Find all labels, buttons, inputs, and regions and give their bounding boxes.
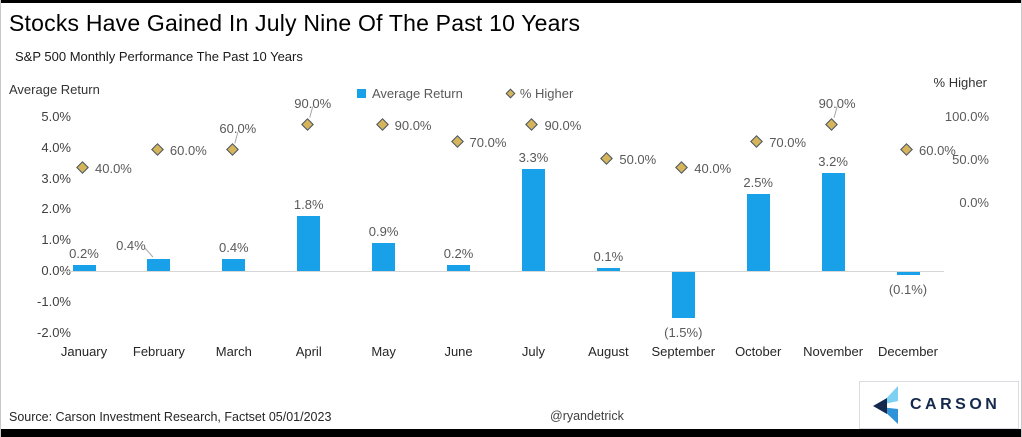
right-axis-title: % Higher: [933, 75, 987, 90]
chart-subtitle: S&P 500 Monthly Performance The Past 10 …: [15, 49, 303, 64]
x-axis-month-label: November: [803, 344, 864, 359]
diamond-august: [600, 152, 614, 165]
diamond-june: [450, 134, 464, 148]
x-axis-month-label: September: [651, 344, 716, 359]
bar-october: [746, 194, 770, 271]
bar-value-label: (1.5%): [664, 325, 703, 341]
page-title: Stocks Have Gained In July Nine Of The P…: [9, 10, 581, 36]
right-axis-tick: 0.0%: [959, 195, 989, 210]
legend-item: % Higher: [505, 86, 574, 101]
diamond-march: [225, 143, 239, 157]
twitter-handle: @ryandetrick: [550, 409, 624, 423]
bar-january: [72, 264, 96, 271]
bar-value-label: 0.4%: [218, 239, 249, 255]
bar-april: [297, 215, 321, 271]
legend-label: % Higher: [519, 86, 574, 101]
pct-higher-label: 40.0%: [694, 160, 732, 176]
x-axis-line: [63, 271, 944, 272]
left-axis-tick: -2.0%: [37, 324, 71, 340]
left-axis-tick: 2.0%: [41, 201, 71, 217]
x-axis-month-label: April: [295, 344, 322, 359]
right-axis-tick: 50.0%: [952, 152, 989, 167]
bar-september: [671, 272, 695, 319]
bar-value-label: (0.1%): [888, 282, 928, 298]
left-axis-tick: 4.0%: [41, 139, 71, 155]
bar-value-label: 3.3%: [518, 150, 549, 166]
bar-june: [447, 264, 471, 271]
pct-higher-label: 90.0%: [818, 95, 856, 111]
bottom-black-bar: [1, 429, 1021, 437]
legend-square-icon: [357, 89, 366, 98]
diamond-april: [300, 117, 314, 131]
pct-higher-label: 70.0%: [469, 134, 507, 150]
chart-legend: Average Return % Higher: [357, 86, 573, 101]
legend-diamond-icon: [505, 88, 516, 99]
bar-march: [222, 258, 246, 271]
carson-logo-text: CARSON: [910, 396, 1001, 413]
left-axis-tick: 3.0%: [41, 170, 71, 186]
bar-july: [521, 169, 545, 271]
right-axis-tick: 100.0%: [944, 109, 989, 124]
bar-value-label: 0.1%: [593, 248, 624, 264]
pct-higher-label: 90.0%: [544, 117, 582, 133]
pct-higher-label: 90.0%: [294, 95, 332, 111]
carson-logo: CARSON: [859, 381, 1019, 429]
left-axis-tick: 1.0%: [41, 232, 71, 248]
left-axis-tick: 0.0%: [41, 263, 71, 278]
bar-value-label: 0.2%: [443, 245, 474, 261]
pct-higher-label: 90.0%: [394, 117, 432, 133]
legend-item: Average Return: [357, 86, 463, 101]
bar-value-label: 1.8%: [293, 196, 324, 212]
bar-value-label: 0.2%: [69, 245, 99, 261]
pct-higher-label: 60.0%: [219, 121, 257, 137]
diamond-may: [375, 117, 389, 131]
x-axis-month-label: July: [521, 344, 546, 359]
bar-value-label: 0.9%: [368, 224, 399, 240]
diamond-september: [675, 160, 689, 174]
bar-august: [596, 267, 620, 271]
bar-value-label: 3.2%: [818, 153, 848, 169]
x-axis-month-label: January: [60, 344, 108, 359]
left-axis-title: Average Return: [9, 82, 100, 97]
x-axis-month-label: February: [132, 344, 185, 359]
x-axis-month-label: October: [735, 344, 782, 359]
x-axis-month-label: December: [878, 344, 938, 359]
bar-value-label: 0.4%: [116, 238, 146, 253]
diamond-december: [900, 143, 913, 157]
carson-logo-icon: [873, 386, 898, 424]
x-axis-month-label: June: [444, 344, 473, 359]
bar-value-label: 2.5%: [743, 175, 773, 191]
top-black-bar: [1, 0, 1021, 3]
bar-december: [896, 272, 920, 276]
pct-higher-label: 60.0%: [919, 143, 956, 159]
diamond-february: [151, 143, 164, 157]
pct-higher-label: 70.0%: [769, 134, 807, 150]
x-axis-month-label: March: [215, 344, 252, 359]
pct-higher-label: 40.0%: [95, 160, 132, 176]
x-axis-month-label: May: [371, 344, 396, 359]
diamond-october: [750, 134, 764, 148]
bar-february: [147, 258, 171, 271]
left-axis-tick: -1.0%: [37, 293, 71, 309]
source-text: Source: Carson Investment Research, Fact…: [9, 410, 332, 424]
legend-label: Average Return: [372, 86, 463, 101]
diamond-july: [525, 117, 539, 131]
diamond-january: [76, 160, 89, 174]
bar-may: [372, 243, 396, 271]
pct-higher-label: 50.0%: [619, 152, 657, 167]
diamond-november: [825, 117, 838, 131]
x-axis-month-label: August: [588, 344, 629, 359]
left-axis-tick: 5.0%: [41, 109, 71, 125]
bar-november: [821, 172, 845, 271]
pct-higher-label: 60.0%: [169, 143, 207, 159]
